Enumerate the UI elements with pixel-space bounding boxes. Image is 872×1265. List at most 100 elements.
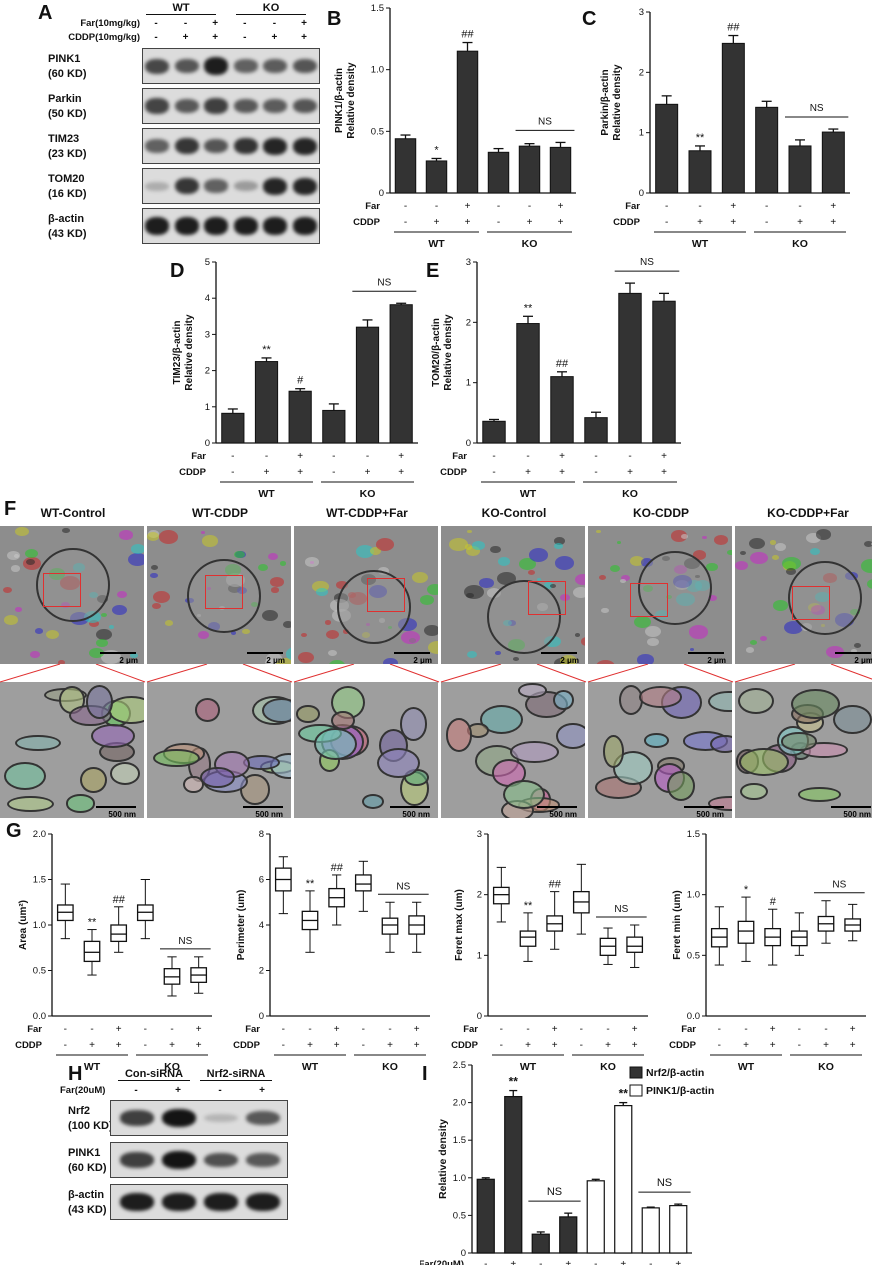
em-mitochondrion	[708, 690, 732, 713]
em-texture	[748, 537, 765, 549]
sign-cddp: +	[414, 1040, 420, 1051]
blot-band	[204, 217, 229, 235]
em-texture	[383, 657, 399, 664]
em-texture	[536, 577, 542, 581]
sign-far: -	[282, 1024, 285, 1035]
ns-label: NS	[810, 103, 824, 114]
em-texture	[550, 583, 556, 588]
em-texture	[769, 540, 777, 545]
bar	[655, 103, 679, 194]
group-label: KO	[818, 1061, 834, 1070]
em-texture	[159, 530, 179, 544]
blot-treatment-label: Far(20uM)	[60, 1085, 106, 1096]
group-label: WT	[520, 488, 537, 500]
row-label-far: Far	[681, 1024, 696, 1035]
y-tick-label: 1	[477, 950, 482, 961]
scale-bar	[390, 806, 430, 808]
scale-label: 2 μm	[413, 656, 432, 664]
bar	[389, 304, 413, 444]
blot-band	[145, 139, 169, 153]
em-texture	[329, 659, 345, 664]
em-texture	[867, 579, 872, 590]
y-axis-title: Area (um²)	[18, 900, 29, 950]
sign-cddp: +	[525, 1040, 531, 1051]
y-axis-label: Area (um²)	[18, 900, 29, 950]
em-texture	[324, 620, 332, 626]
sign-cddp: +	[527, 217, 533, 228]
em-mitochondrion	[739, 747, 789, 776]
sign-cddp: +	[196, 1040, 202, 1051]
em-texture	[234, 550, 245, 559]
significance-label: **	[696, 132, 705, 144]
blot-band	[174, 138, 199, 154]
blot-band	[233, 217, 258, 235]
blot-band	[233, 59, 258, 73]
em-nucleus	[186, 558, 261, 633]
em-texture	[714, 535, 728, 545]
blot-sign: +	[271, 32, 278, 43]
sign-far: +	[770, 1024, 776, 1035]
blot-sign: +	[301, 18, 307, 29]
bar	[669, 1205, 688, 1254]
blot-sign: -	[183, 18, 188, 29]
bar	[482, 420, 506, 444]
em-texture	[153, 591, 171, 604]
sign-far: -	[526, 451, 529, 462]
ns-label: NS	[547, 1186, 562, 1198]
em-texture	[119, 530, 133, 540]
em-texture	[528, 548, 549, 562]
sign-far: -	[170, 1024, 173, 1035]
sign-cddp: -	[404, 217, 407, 228]
blot-sign: +	[259, 1085, 265, 1096]
sign-cddp: -	[594, 467, 597, 478]
blot-band	[174, 58, 199, 74]
blot-strip	[110, 1184, 288, 1220]
em-texture	[25, 558, 35, 566]
blot-sign: +	[175, 1085, 181, 1096]
em-texture	[466, 651, 477, 659]
blot-band	[174, 217, 199, 235]
sign-cddp: -	[765, 217, 768, 228]
em-texture	[854, 643, 862, 649]
sign-far: +	[558, 201, 564, 212]
panel-letter-b: B	[327, 8, 342, 30]
em-mitochondrion	[643, 733, 670, 749]
em-image-high-mag: 500 nm	[294, 682, 438, 818]
y-axis-label: Relative density	[437, 1119, 449, 1199]
em-texture	[283, 621, 291, 629]
blot-strip	[110, 1142, 288, 1178]
blot-band	[145, 217, 169, 235]
scale-bar	[684, 806, 724, 808]
blot-band	[246, 1153, 280, 1167]
em-mitochondrion	[780, 732, 818, 751]
blot-band	[120, 1193, 154, 1211]
group-label: WT	[428, 238, 445, 250]
sign-far: +	[398, 451, 404, 462]
em-texture	[325, 630, 339, 640]
blot-band	[145, 181, 169, 191]
bar	[688, 150, 712, 194]
em-texture	[826, 645, 844, 659]
em-texture	[285, 647, 291, 661]
row-label-far: Far	[365, 201, 380, 212]
em-texture	[15, 607, 22, 612]
em-mitochondrion	[107, 696, 144, 724]
sign-cddp: +	[632, 1040, 638, 1051]
em-texture	[369, 547, 382, 556]
sign-cddp: -	[231, 467, 234, 478]
y-tick-label: 3	[205, 329, 210, 340]
significance-label: **	[88, 917, 97, 929]
ns-label: NS	[657, 1177, 672, 1189]
blot-band	[233, 99, 258, 113]
sign-cddp: +	[661, 467, 667, 478]
zoom-connector	[95, 664, 146, 683]
em-texture	[554, 537, 566, 545]
blot-band	[204, 1193, 238, 1211]
sign-cddp: -	[500, 1040, 503, 1051]
group-label: WT	[302, 1061, 319, 1070]
em-mitochondrion	[183, 775, 204, 794]
em-texture	[298, 651, 315, 664]
em-mitochondrion	[109, 762, 140, 785]
significance-label: ##	[727, 22, 740, 34]
blot-sign: -	[154, 32, 158, 43]
